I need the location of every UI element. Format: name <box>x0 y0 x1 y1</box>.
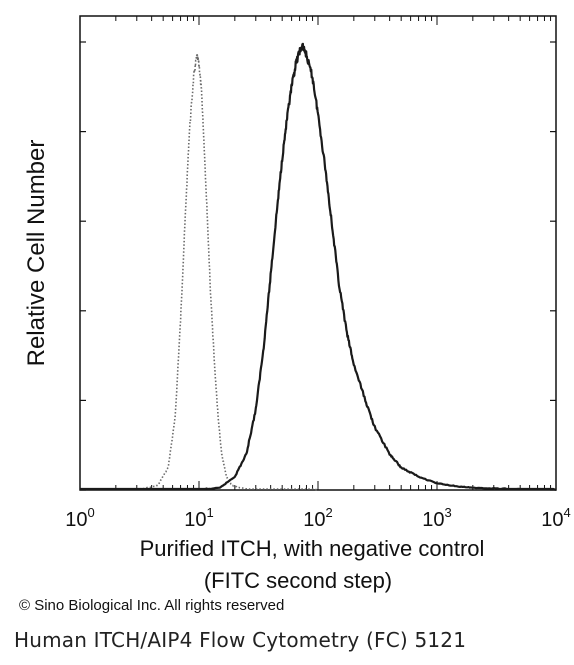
y-axis-ticks <box>80 41 556 491</box>
x-tick-label-2: 102 <box>303 505 332 531</box>
x-axis-title-line1: Purified ITCH, with negative control <box>140 536 485 561</box>
y-axis-title: Relative Cell Number <box>23 140 50 367</box>
x-tick-label-1: 101 <box>184 505 213 531</box>
x-axis-title-line2: (FITC second step) <box>204 568 392 593</box>
figure-caption: Human ITCH/AIP4 Flow Cytometry (FC) 5121 <box>14 628 467 652</box>
series-layer <box>80 42 557 492</box>
x-tick-label-4: 104 <box>541 505 570 531</box>
series-0-dotted-line <box>80 52 319 491</box>
x-tick-label-0: 100 <box>65 505 94 531</box>
x-tick-labels: 100 101 102 103 104 <box>65 505 570 531</box>
x-tick-label-3: 103 <box>422 505 451 531</box>
x-axis-ticks <box>79 16 557 490</box>
series-1-solid-line <box>80 42 557 492</box>
copyright-notice: © Sino Biological Inc. All rights reserv… <box>19 597 285 614</box>
plot-area-frame <box>79 15 557 491</box>
